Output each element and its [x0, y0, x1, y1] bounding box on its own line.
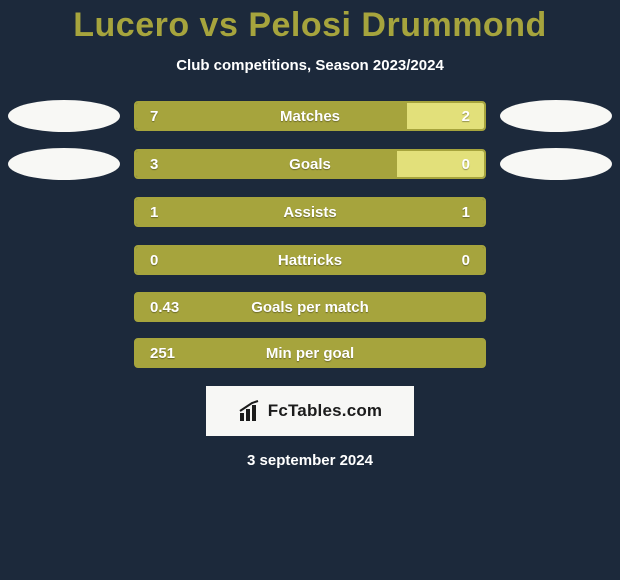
stat-value-left: 3 — [136, 151, 397, 177]
comparison-card: Lucero vs Pelosi Drummond Club competiti… — [0, 0, 620, 580]
stat-value-left: 7 — [136, 103, 407, 129]
brand-text: FcTables.com — [268, 401, 383, 421]
stat-row-full: 0.43Goals per match — [8, 292, 612, 322]
stat-value-full: 0.43 — [150, 294, 179, 320]
stat-bar-full: 251Min per goal — [134, 338, 486, 368]
left-ellipse — [8, 244, 120, 276]
left-ellipse — [8, 148, 120, 180]
right-ellipse — [500, 244, 612, 276]
left-ellipse — [8, 100, 120, 132]
brand-chart-icon — [238, 399, 262, 423]
stat-row-full: 251Min per goal — [8, 338, 612, 368]
subtitle: Club competitions, Season 2023/2024 — [176, 57, 444, 74]
stat-bar: 00Hattricks — [134, 245, 486, 275]
stat-value-right: 0 — [397, 151, 484, 177]
page-title: Lucero vs Pelosi Drummond — [73, 6, 547, 45]
stat-value-left: 0 — [136, 247, 310, 273]
stat-bar: 11Assists — [134, 197, 486, 227]
brand-badge[interactable]: FcTables.com — [206, 386, 414, 436]
stat-row: 30Goals — [8, 148, 612, 180]
stat-row: 00Hattricks — [8, 244, 612, 276]
stat-value-right: 2 — [407, 103, 484, 129]
stat-label-full: Goals per match — [136, 294, 484, 320]
stat-value-right: 1 — [310, 199, 484, 225]
stat-row: 72Matches — [8, 100, 612, 132]
date-text: 3 september 2024 — [247, 452, 373, 469]
stat-bar-full: 0.43Goals per match — [134, 292, 486, 322]
right-ellipse — [500, 148, 612, 180]
right-ellipse — [500, 196, 612, 228]
stats-container: 72Matches 30Goals 11Assists 00Hattricks 0.43… — [0, 100, 620, 368]
stat-value-right: 0 — [310, 247, 484, 273]
stat-value-left: 1 — [136, 199, 310, 225]
stat-label-full: Min per goal — [136, 340, 484, 366]
stat-value-full: 251 — [150, 340, 175, 366]
stat-row: 11Assists — [8, 196, 612, 228]
stat-bar: 30Goals — [134, 149, 486, 179]
left-ellipse — [8, 196, 120, 228]
stat-bar: 72Matches — [134, 101, 486, 131]
right-ellipse — [500, 100, 612, 132]
